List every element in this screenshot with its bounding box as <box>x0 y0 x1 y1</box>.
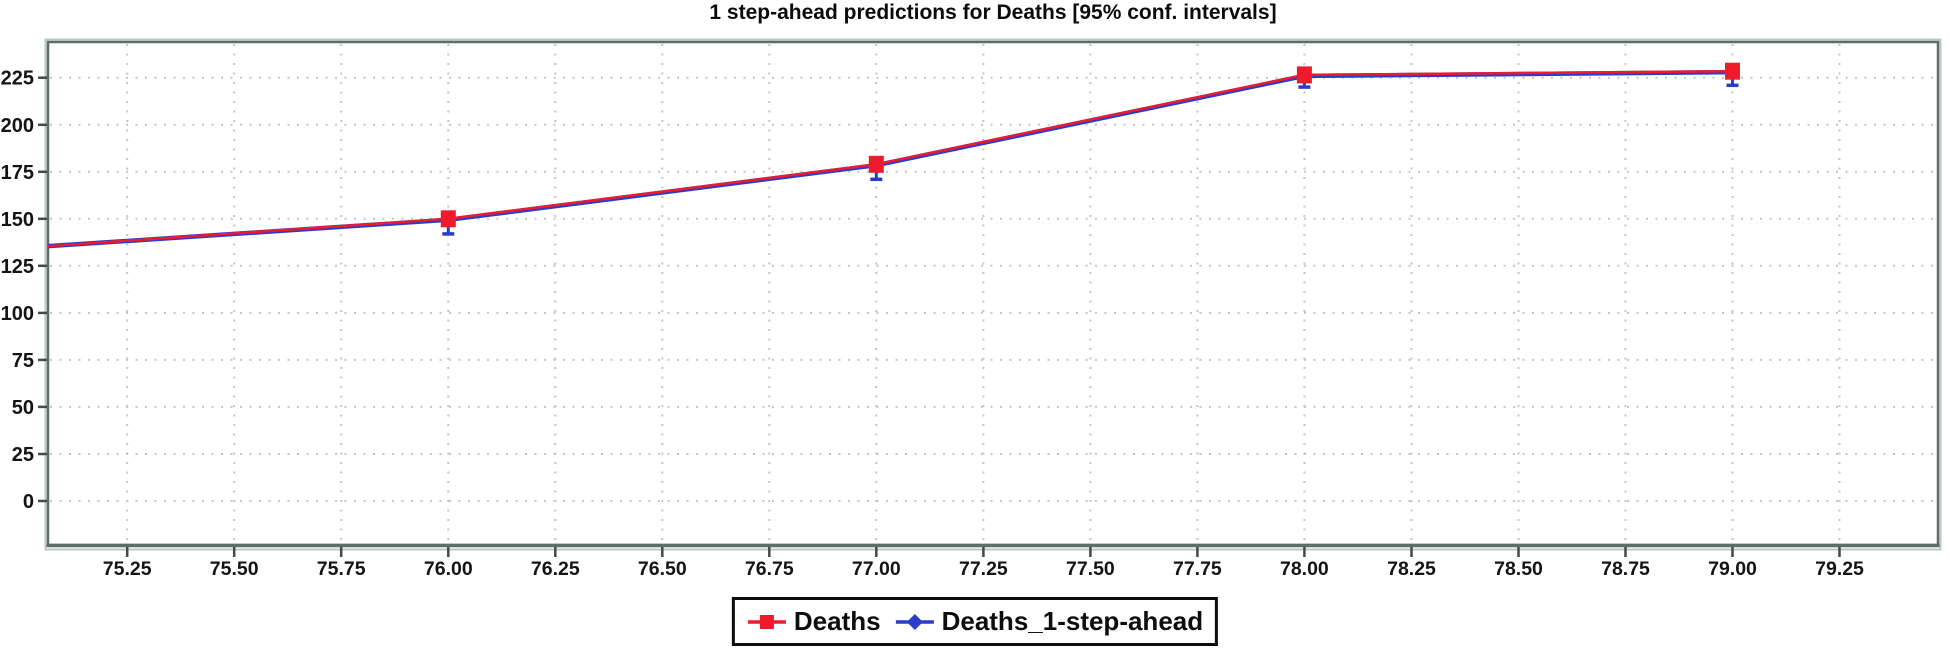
plot-area: 0 25 50 75 100 125 150 175 200 225 75.25 75.50 75.75… <box>1 38 1942 580</box>
legend: Deaths Deaths_1-step-ahead <box>731 597 1219 646</box>
x-tick-label: 76.50 <box>638 558 687 580</box>
deaths-point-marker[interactable] <box>1725 62 1740 80</box>
prediction-diamond-icon <box>895 613 934 630</box>
y-tick-label: 50 <box>12 397 34 419</box>
deaths-point-marker[interactable] <box>868 155 884 173</box>
x-tick-label: 75.50 <box>210 558 259 580</box>
x-tick-label: 75.75 <box>317 558 366 580</box>
y-tick-label: 125 <box>1 256 34 278</box>
x-tick-label: 78.75 <box>1601 558 1650 580</box>
x-tick-label: 77.50 <box>1066 558 1115 580</box>
x-tick-label: 75.25 <box>103 558 152 580</box>
x-tick-label: 76.25 <box>531 558 580 580</box>
x-tick-label: 77.25 <box>959 558 1008 580</box>
chart-title: 1 step-ahead predictions for Deaths [95%… <box>709 1 1277 24</box>
legend-item-deaths[interactable]: Deaths <box>747 606 881 637</box>
y-tick-label: 0 <box>23 491 34 513</box>
x-tick-label: 78.00 <box>1280 558 1329 580</box>
y-tick-label: 25 <box>12 444 34 466</box>
y-tick-label: 150 <box>1 209 34 231</box>
axis-ticks: 0 25 50 75 100 125 150 175 200 225 75.25 75.50 75.75… <box>1 68 1864 580</box>
deaths-square-icon <box>747 614 786 629</box>
x-tick-label: 79.00 <box>1708 558 1757 580</box>
x-tick-label: 79.25 <box>1815 558 1864 580</box>
x-tick-label: 76.00 <box>424 558 473 580</box>
prediction-point-marker[interactable] <box>13 240 27 256</box>
x-tick-label: 78.50 <box>1494 558 1543 580</box>
x-tick-label: 78.25 <box>1387 558 1436 580</box>
y-tick-label: 225 <box>1 68 34 90</box>
gridlines <box>50 44 1936 543</box>
deaths-point-marker[interactable] <box>1296 66 1312 84</box>
data-layer <box>13 62 1740 257</box>
legend-label: Deaths <box>793 606 881 636</box>
x-tick-label: 77.75 <box>1173 558 1222 580</box>
y-tick-label: 175 <box>1 162 34 184</box>
plot-frame-shadow <box>44 38 1942 551</box>
deaths-point-marker[interactable] <box>440 210 456 228</box>
deaths-point-marker[interactable] <box>13 240 28 257</box>
y-tick-label: 75 <box>12 350 34 372</box>
x-tick-label: 76.75 <box>745 558 794 580</box>
x-tick-label: 77.00 <box>852 558 901 580</box>
y-tick-label: 200 <box>1 115 34 137</box>
legend-label: Deaths_1-step-ahead <box>941 606 1204 636</box>
legend-item-prediction[interactable]: Deaths_1-step-ahead <box>895 606 1204 637</box>
plot-frame <box>46 40 1940 547</box>
y-tick-label: 100 <box>1 303 34 325</box>
